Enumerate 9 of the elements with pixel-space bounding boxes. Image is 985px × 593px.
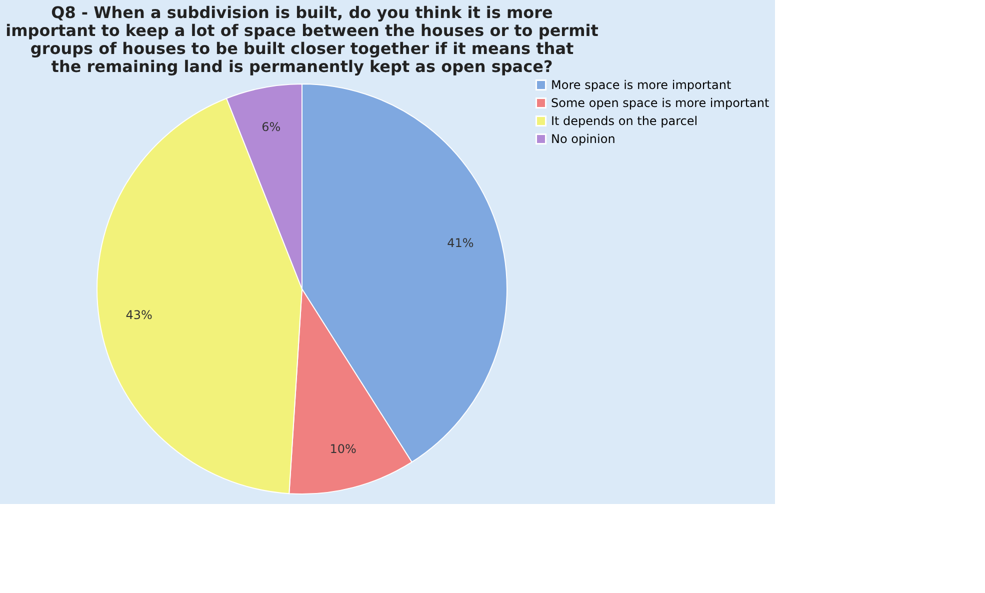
legend-label: It depends on the parcel	[551, 114, 698, 128]
legend-label: Some open space is more important	[551, 96, 770, 110]
data-label: 10%	[330, 442, 356, 456]
data-label: 43%	[126, 308, 152, 322]
legend-label: More space is more important	[551, 78, 732, 92]
chart-title: Q8 - When a subdivision is built, do you think it is more important to keep a lot of space between the houses or to permit groups of houses to be built closer together if it means that the remaining land is permanently kept as open space?	[6, 3, 599, 76]
data-label: 6%	[262, 120, 281, 134]
legend-label: No opinion	[551, 132, 616, 146]
data-label: 41%	[447, 236, 474, 250]
